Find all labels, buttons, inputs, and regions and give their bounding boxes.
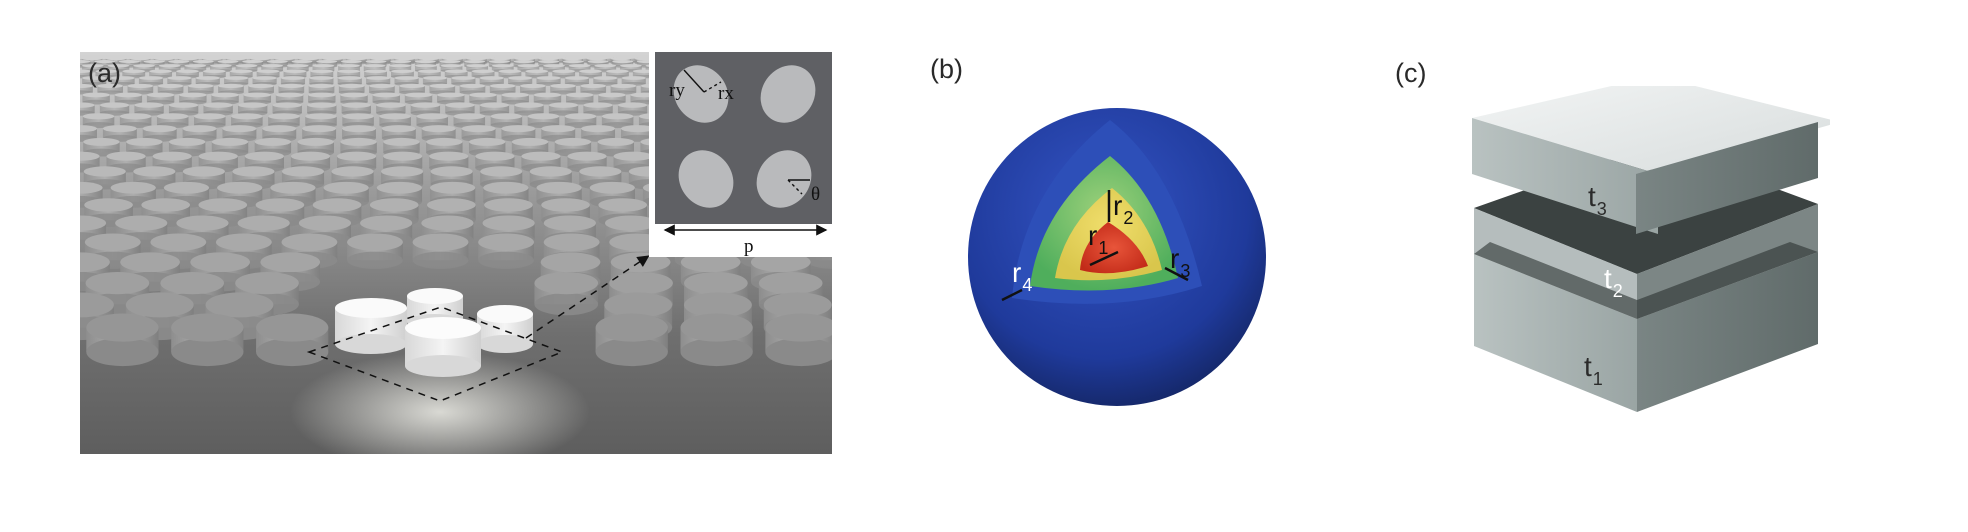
pillar <box>459 83 486 95</box>
ry-line <box>683 69 705 93</box>
slab-t1 <box>1474 252 1818 412</box>
pillar <box>83 166 126 190</box>
r1-label: r1 <box>1088 220 1108 258</box>
inset-ellipse-pillar <box>673 65 729 123</box>
pillar <box>595 313 668 367</box>
white-pillar <box>477 305 533 353</box>
slab-t3 <box>1472 76 1840 234</box>
inset-unit-cell: ry rx θ p <box>649 52 832 257</box>
white-pillar <box>405 317 481 377</box>
layered-slab-cube: t3 t2 t1 <box>1472 76 1840 412</box>
white-pillar <box>335 298 407 354</box>
pillar <box>152 151 192 173</box>
pillar <box>134 102 164 116</box>
pillar <box>471 69 495 79</box>
t2-label: t2 <box>1604 263 1623 301</box>
pillar <box>422 76 448 86</box>
panel-label-c: (c) <box>1395 58 1427 88</box>
period-label: p <box>744 236 754 257</box>
pillar <box>86 313 159 367</box>
pillar <box>156 113 189 129</box>
pillar <box>451 76 476 86</box>
pillar <box>211 137 249 157</box>
panel-b: r1 r2 r3 r4 <box>960 100 1280 420</box>
pillar <box>597 137 634 157</box>
t3-label: t3 <box>1588 181 1607 219</box>
pillar <box>765 313 838 367</box>
pillar <box>412 233 469 269</box>
panel-c: t3 t2 t1 <box>1450 76 1840 426</box>
r4-line <box>1001 288 1023 302</box>
light-glow <box>290 352 590 472</box>
pillar <box>534 271 599 316</box>
pillar <box>680 313 753 367</box>
panel-a: ry rx θ p (a) <box>0 52 862 472</box>
pillar <box>256 313 329 367</box>
r4-label: r4 <box>1012 257 1032 295</box>
r3-line <box>1164 266 1189 282</box>
pillar <box>478 233 534 269</box>
t1-label: t1 <box>1584 351 1603 389</box>
ry-label: ry <box>669 80 685 101</box>
highlighted-unit-cell <box>335 288 533 377</box>
core-shell-sphere: r1 r2 r3 r4 <box>968 108 1266 406</box>
theta-label: θ <box>811 184 820 205</box>
pillar <box>146 92 175 105</box>
pillar <box>171 313 244 367</box>
pillar <box>126 137 163 157</box>
inset-ellipse-pillar <box>760 65 816 123</box>
pillar <box>347 233 403 269</box>
pillar <box>593 76 618 86</box>
pillar <box>369 83 395 95</box>
r3-label: r3 <box>1170 243 1190 281</box>
pillar <box>218 83 244 95</box>
inset-ellipse-pillar <box>678 150 734 208</box>
metasurface-render: ry rx θ p <box>0 52 862 472</box>
pillar <box>167 76 192 86</box>
inset-ellipse-pillar <box>756 150 812 208</box>
panel-label-b: (b) <box>930 54 963 84</box>
pillar <box>195 76 220 86</box>
r2-label: r2 <box>1113 190 1133 228</box>
zoom-arrow <box>525 255 650 339</box>
panel-label-a: (a) <box>88 58 121 88</box>
r1-line <box>1089 250 1119 267</box>
pillar <box>99 102 130 116</box>
unit-cell-outline <box>306 306 565 402</box>
rx-label: rx <box>718 83 734 104</box>
